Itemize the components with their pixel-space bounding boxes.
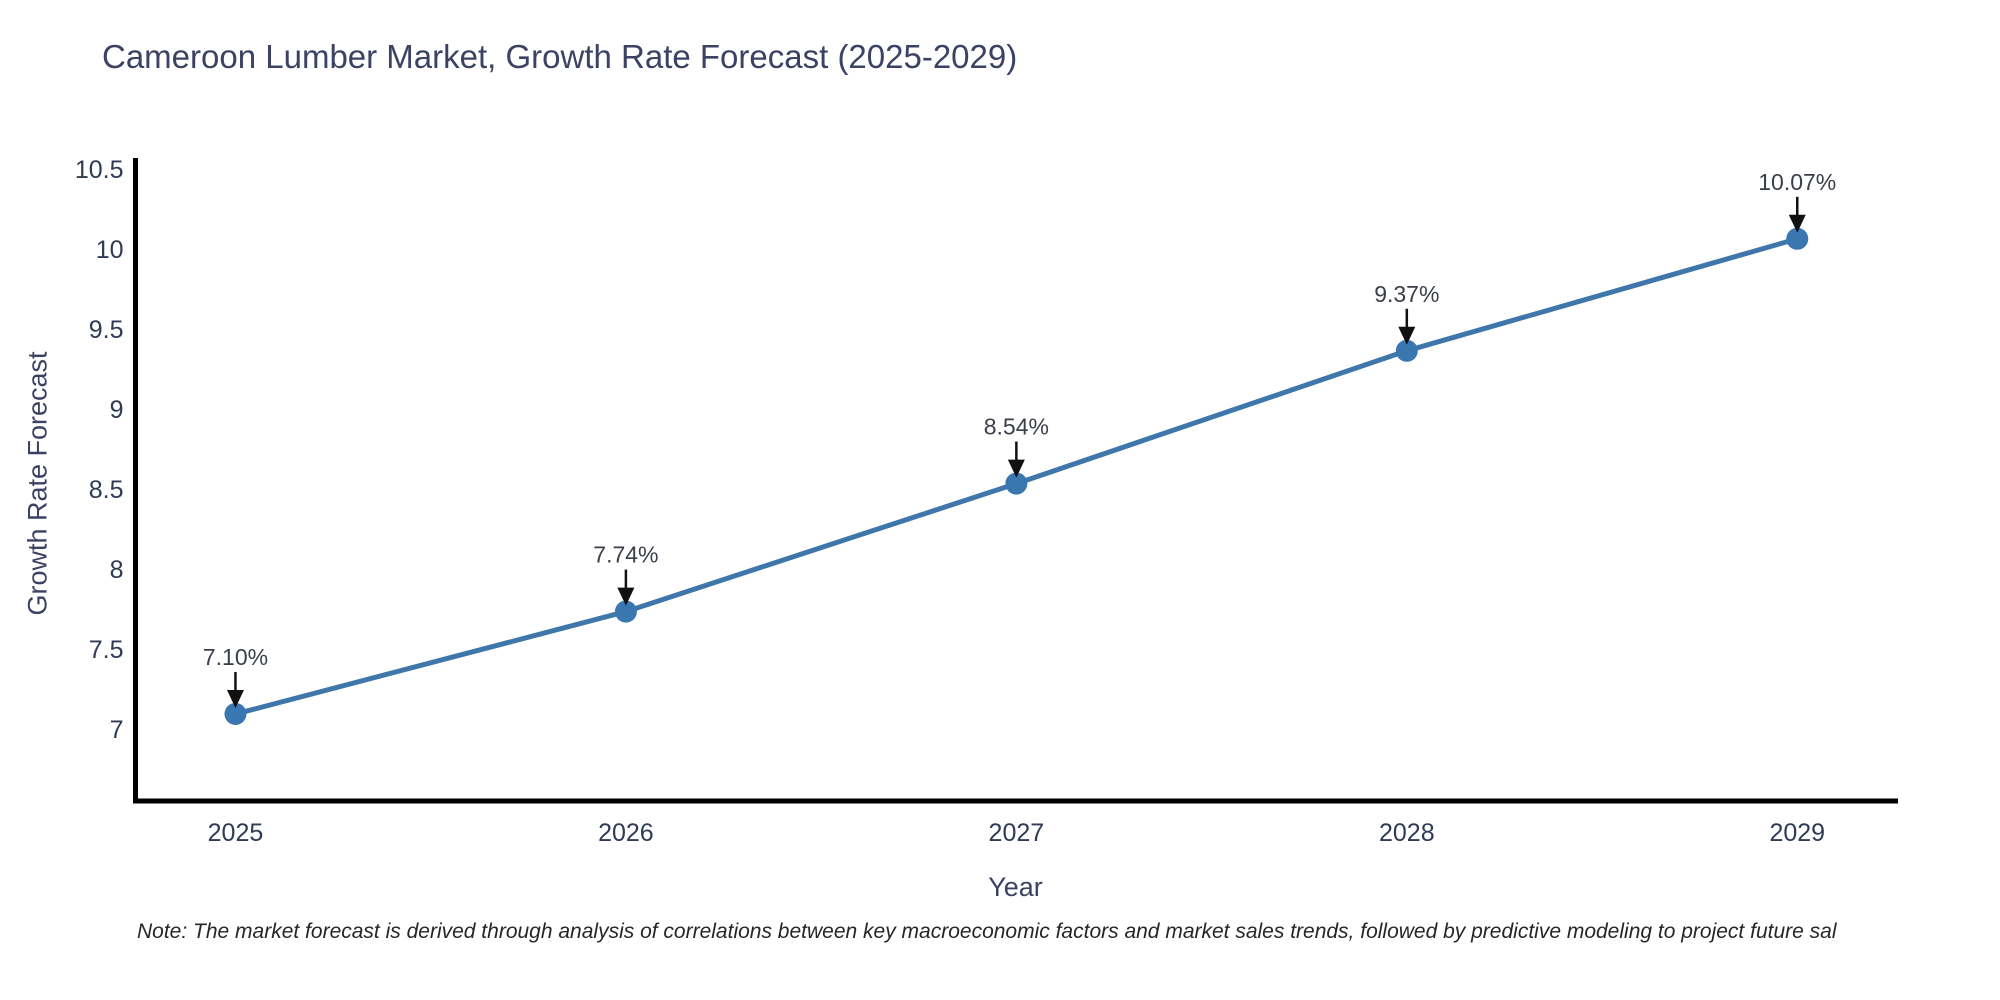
footnote: Note: The market forecast is derived thr… (137, 920, 1837, 943)
y-tick-label: 9 (110, 396, 124, 424)
x-tick-label: 2027 (989, 819, 1045, 847)
annotation-label: 7.74% (593, 542, 658, 568)
x-tick-label: 2026 (598, 819, 654, 847)
point-annotation: 7.74% (593, 542, 659, 606)
data-point-marker[interactable] (1786, 227, 1809, 250)
y-tick-label: 7.5 (89, 636, 124, 664)
down-arrow-icon (1788, 214, 1806, 233)
x-axis-title: Year (988, 872, 1043, 902)
y-tick-label: 8.5 (89, 476, 124, 504)
x-tick-label: 2028 (1379, 819, 1435, 847)
data-point-marker[interactable] (224, 702, 247, 725)
y-tick-label: 7 (110, 716, 124, 744)
annotation-label: 7.10% (203, 644, 268, 670)
data-point-marker[interactable] (1395, 339, 1418, 362)
down-arrow-icon (1398, 326, 1416, 345)
chart-title: Cameroon Lumber Market, Growth Rate Fore… (102, 38, 1018, 75)
annotation-label: 10.07% (1758, 169, 1836, 195)
down-arrow-icon (1007, 459, 1025, 478)
point-annotation: 7.10% (203, 644, 268, 708)
data-point-marker[interactable] (1005, 472, 1028, 495)
data-point-marker[interactable] (614, 600, 637, 623)
y-tick-label: 9.5 (89, 316, 124, 344)
annotation-label: 9.37% (1374, 281, 1439, 307)
x-tick-label: 2025 (208, 819, 264, 847)
point-annotation: 8.54% (984, 414, 1049, 478)
x-tick-label: 2029 (1769, 819, 1825, 847)
y-tick-label: 8 (110, 556, 124, 584)
down-arrow-icon (617, 587, 635, 606)
y-tick-label: 10 (96, 236, 124, 264)
annotation-label: 8.54% (984, 414, 1049, 440)
y-axis-title: Growth Rate Forecast (22, 351, 53, 616)
point-annotation: 9.37% (1374, 281, 1439, 345)
down-arrow-icon (226, 689, 244, 708)
point-annotation: 10.07% (1758, 169, 1836, 233)
y-tick-label: 10.5 (75, 156, 124, 184)
